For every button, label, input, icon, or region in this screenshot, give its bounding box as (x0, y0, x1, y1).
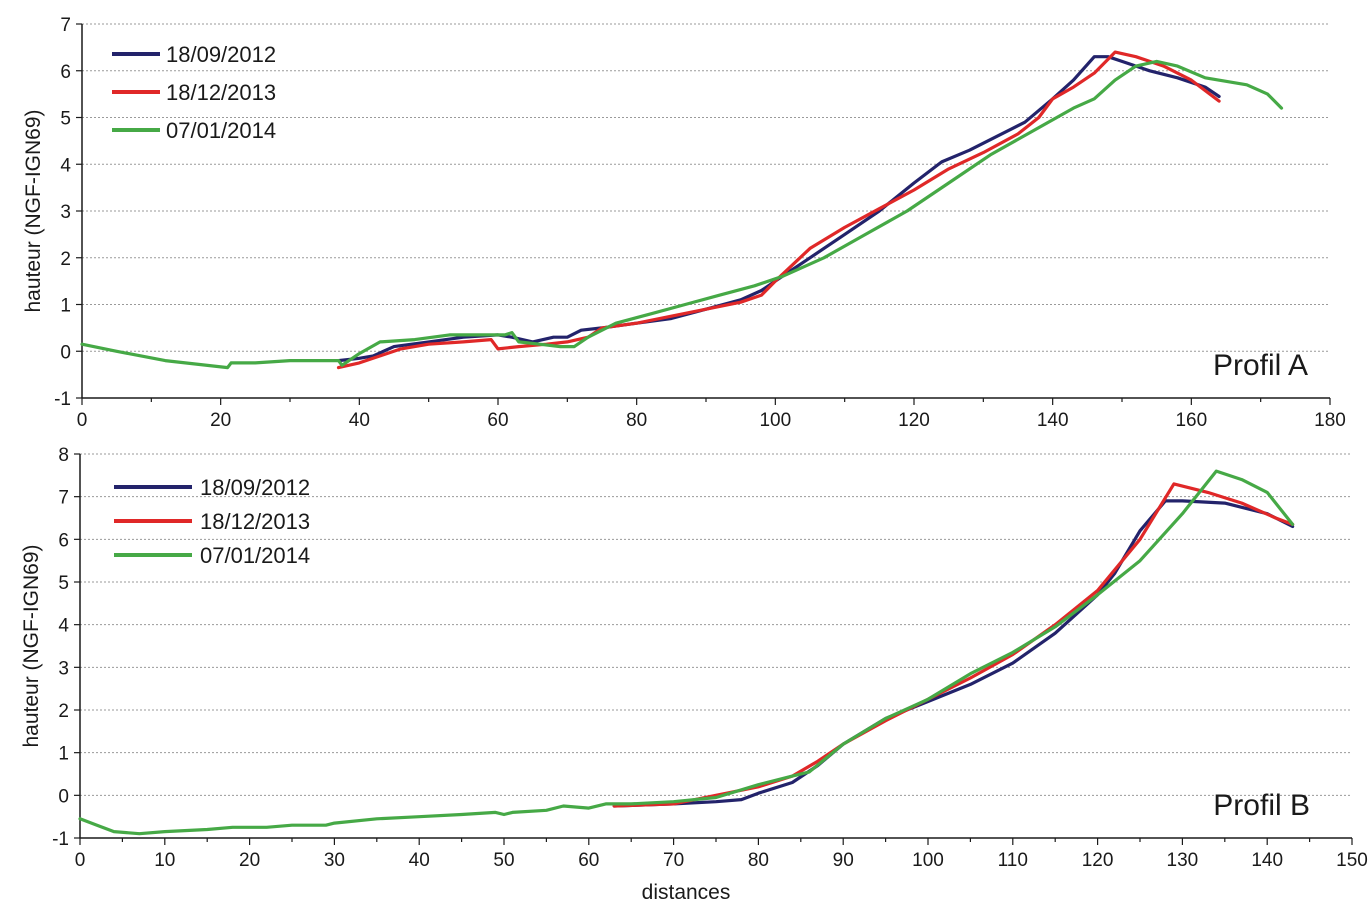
y-tick-label-3: 3 (58, 658, 69, 679)
series-line-07-01-2014 (80, 59, 1284, 370)
y-tick-label--1: -1 (52, 829, 69, 850)
y-tick-label-4: 4 (58, 616, 69, 637)
chart-panel-profil-b: 0 10 20 30 40 50 60 70 80 90 100 110 120 130 140 150-10… (20, 445, 1368, 904)
x-tick-label-30: 30 (324, 850, 345, 871)
series-line-18-09-2012 (612, 499, 1295, 808)
x-tick-label-120: 120 (1082, 850, 1114, 871)
x-tick-label-100: 100 (912, 850, 944, 871)
y-tick-label-2: 2 (58, 701, 69, 722)
y-tick-label-2: 2 (60, 249, 71, 270)
x-tick-label-100: 100 (759, 410, 791, 431)
x-tick-label-0: 0 (75, 850, 86, 871)
x-tick-label-120: 120 (898, 410, 930, 431)
x-tick-label-160: 160 (1175, 410, 1207, 431)
legend-label-18-09-2012: 18/09/2012 (200, 475, 310, 500)
y-tick-label-8: 8 (58, 445, 69, 466)
x-tick-label-90: 90 (833, 850, 854, 871)
y-tick-label-5: 5 (58, 573, 69, 594)
x-tick-label-80: 80 (748, 850, 769, 871)
y-tick-label-4: 4 (60, 155, 71, 176)
legend-label-07-01-2014: 07/01/2014 (166, 118, 276, 143)
y-tick-label--1: -1 (54, 389, 71, 410)
x-tick-label-110: 110 (998, 850, 1028, 871)
chart-panel-profil-a: 0 20 40 60 80 100 120 140 160 180 -1 0 1 2 3 4 5 6 7 hauteu… (22, 15, 1346, 431)
x-tick-label-130: 130 (1167, 850, 1199, 871)
y-axis-label: hauteur (NGF-IGN69) (20, 544, 43, 747)
x-tick-label-150: 150 (1336, 850, 1368, 871)
x-axis-label: distances (642, 881, 731, 904)
y-tick-label-1: 1 (58, 744, 69, 765)
x-tick-label-10: 10 (154, 850, 175, 871)
x-tick-label-180: 180 (1314, 410, 1346, 431)
x-tick-label-50: 50 (493, 850, 514, 871)
x-tick-label-60: 60 (487, 410, 508, 431)
legend-label-18-12-2013: 18/12/2013 (200, 509, 310, 534)
x-tick-label-40: 40 (409, 850, 430, 871)
x-tick-label-70: 70 (663, 850, 684, 871)
y-tick-label-7: 7 (58, 488, 69, 509)
y-tick-label-3: 3 (60, 202, 71, 223)
x-tick-label-80: 80 (626, 410, 647, 431)
y-tick-label-1: 1 (60, 296, 71, 317)
y-tick-label-0: 0 (58, 786, 69, 807)
y-tick-label-0: 0 (60, 342, 71, 363)
y-tick-label-6: 6 (60, 62, 71, 83)
series-line-18-12-2013 (336, 50, 1221, 370)
x-tick-label-60: 60 (578, 850, 599, 871)
x-tick-label-0: 0 (77, 410, 88, 431)
series-line-07-01-2014 (78, 469, 1295, 836)
legend: 18/09/2012 18/12/2013 07/01/2014 (114, 475, 310, 568)
legend-label-07-01-2014: 07/01/2014 (200, 543, 310, 568)
series-line-18-12-2013 (612, 482, 1295, 808)
y-tick-label-7: 7 (60, 15, 71, 36)
y-axis-label: hauteur (NGF-IGN69) (22, 109, 45, 312)
y-tick-label-5: 5 (60, 109, 71, 130)
y-tick-label-6: 6 (58, 530, 69, 551)
legend-label-18-12-2013: 18/12/2013 (166, 80, 276, 105)
legend-label-18-09-2012: 18/09/2012 (166, 42, 276, 67)
x-tick-label-140: 140 (1251, 850, 1283, 871)
legend: 18/09/2012 18/12/2013 07/01/2014 (112, 42, 276, 143)
panel-label-profil-b: Profil B (1213, 789, 1310, 822)
x-tick-label-20: 20 (210, 410, 231, 431)
x-tick-label-40: 40 (349, 410, 370, 431)
panel-label-profil-a: Profil A (1213, 349, 1308, 382)
x-tick-label-140: 140 (1037, 410, 1069, 431)
x-tick-label-20: 20 (239, 850, 260, 871)
